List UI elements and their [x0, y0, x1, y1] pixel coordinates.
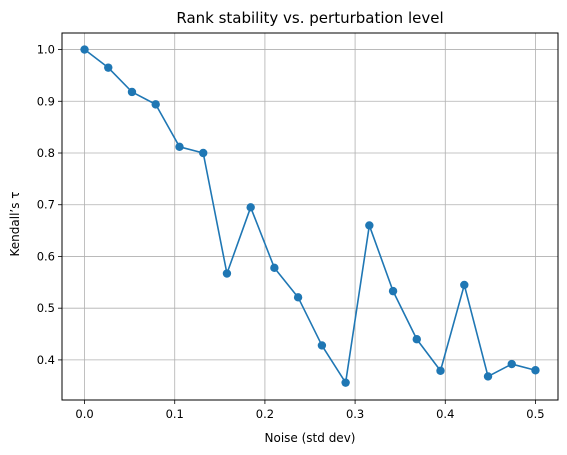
data-point: [341, 378, 350, 387]
series-layer: [80, 45, 540, 387]
data-point: [531, 366, 540, 375]
data-point: [388, 286, 398, 296]
y-tick-label: 0.8: [37, 146, 55, 160]
data-point: [199, 148, 208, 158]
x-tick-label: 0.4: [436, 407, 454, 421]
data-point: [127, 87, 137, 97]
data-point: [412, 335, 421, 344]
y-tick-label: 0.4: [37, 353, 55, 367]
data-point: [460, 280, 469, 290]
data-point: [246, 203, 255, 212]
x-axis-ticks: 0.0 0.1 0.2 0.3 0.4 0.5: [75, 400, 545, 421]
data-point: [270, 263, 279, 273]
x-tick-label: 0.2: [256, 407, 274, 421]
y-tick-label: 0.6: [37, 249, 55, 263]
x-tick-label: 0.3: [346, 407, 364, 421]
x-tick-label: 0.1: [166, 407, 184, 421]
data-point: [317, 341, 327, 350]
x-axis-label: Noise (std dev): [265, 431, 356, 445]
data-point: [293, 293, 303, 302]
data-point: [222, 269, 232, 278]
data-point: [507, 359, 516, 369]
grid-lines: [62, 33, 558, 400]
series-line: [84, 48, 536, 384]
data-point: [80, 45, 89, 54]
chart-title: Rank stability vs. perturbation level: [176, 9, 443, 27]
y-axis-ticks: 0.4 0.5 0.6 0.7 0.8 0.9 1.0: [37, 43, 62, 367]
y-tick-label: 1.0: [37, 43, 55, 57]
y-axis-label: Kendall’s τ: [8, 191, 22, 256]
y-tick-label: 0.5: [37, 301, 55, 315]
data-point: [365, 221, 374, 230]
x-tick-label: 0.5: [526, 407, 544, 421]
y-tick-label: 0.9: [37, 94, 55, 108]
data-point: [483, 372, 493, 381]
y-tick-label: 0.7: [37, 198, 55, 212]
data-point: [151, 100, 160, 109]
data-point: [436, 366, 445, 375]
data-point: [175, 142, 184, 151]
data-point: [104, 63, 113, 72]
plot-frame: [61, 32, 559, 401]
x-tick-label: 0.0: [75, 407, 93, 421]
